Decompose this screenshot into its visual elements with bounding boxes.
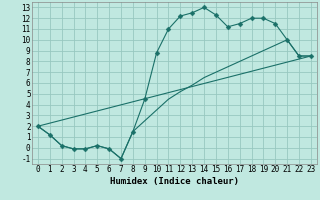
X-axis label: Humidex (Indice chaleur): Humidex (Indice chaleur) bbox=[110, 177, 239, 186]
